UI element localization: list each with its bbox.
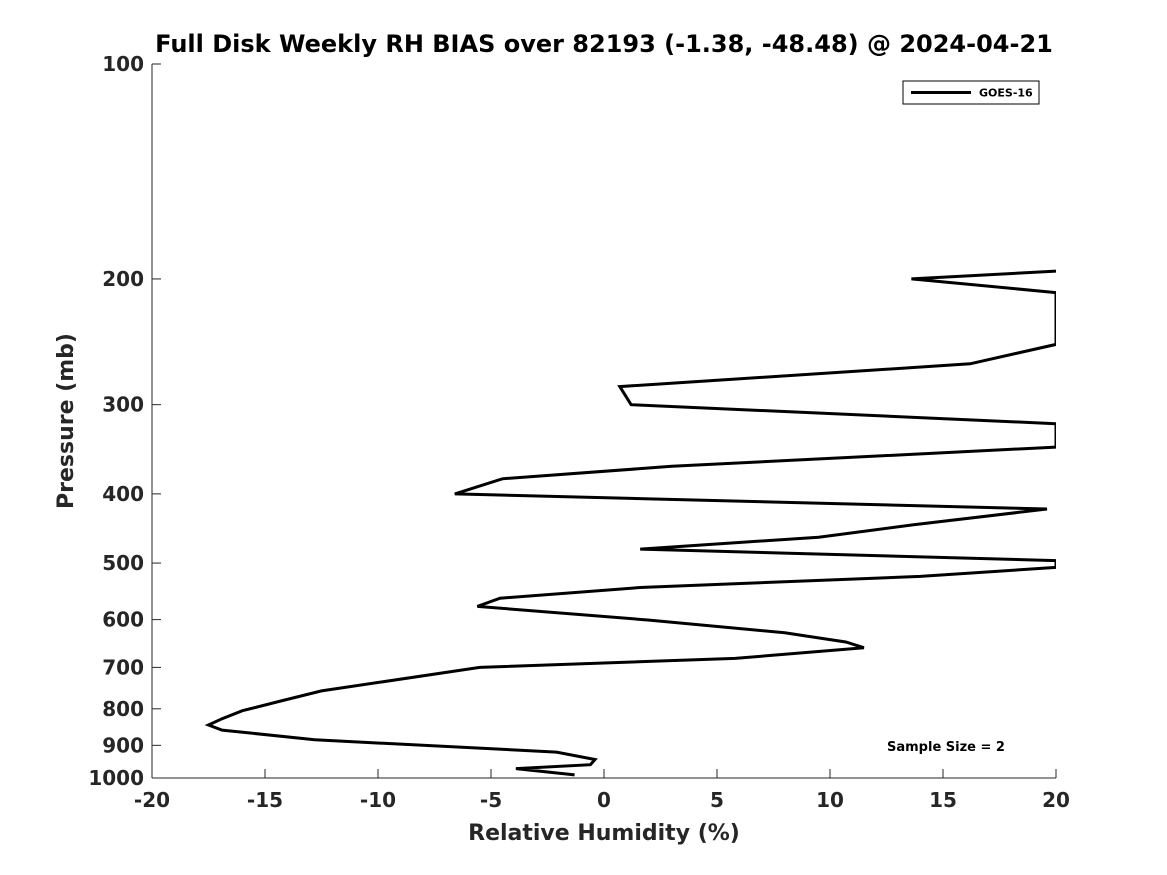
- y-tick-label: 400: [102, 482, 144, 506]
- x-axis: -20 -15 -10 -5 0 5 10 15 20: [134, 769, 1070, 812]
- y-tick-label: 700: [102, 655, 144, 679]
- legend-label-goes-16: GOES-16: [979, 87, 1033, 100]
- x-tick-label: -10: [360, 788, 396, 812]
- x-tick-label: 0: [597, 788, 611, 812]
- y-tick-label: 200: [102, 267, 144, 291]
- x-tick-label: 20: [1042, 788, 1070, 812]
- x-tick-label: -20: [134, 788, 170, 812]
- y-axis-label: Pressure (mb): [54, 333, 79, 509]
- chart-title: Full Disk Weekly RH BIAS over 82193 (-1.…: [155, 30, 1053, 58]
- x-tick-label: 5: [710, 788, 724, 812]
- y-tick-label: 1000: [88, 766, 144, 790]
- y-tick-label: 500: [102, 551, 144, 575]
- sample-size-annotation: Sample Size = 2: [887, 740, 1005, 755]
- x-tick-label: -15: [247, 788, 283, 812]
- plot-area: [151, 64, 1056, 779]
- y-tick-label: 600: [102, 608, 144, 632]
- y-axis: 100 200 300 400 500 600 700 800 900 1000: [88, 52, 161, 790]
- legend: GOES-16: [902, 80, 1040, 105]
- series-line-goes-16: [204, 269, 1056, 777]
- y-tick-label: 900: [102, 733, 144, 757]
- x-axis-label: Relative Humidity (%): [468, 821, 740, 846]
- y-tick-label: 100: [102, 52, 144, 76]
- x-tick-label: 15: [929, 788, 957, 812]
- y-tick-label: 800: [102, 697, 144, 721]
- x-tick-label: 10: [816, 788, 844, 812]
- x-tick-label: -5: [480, 788, 502, 812]
- y-tick-label: 300: [102, 393, 144, 417]
